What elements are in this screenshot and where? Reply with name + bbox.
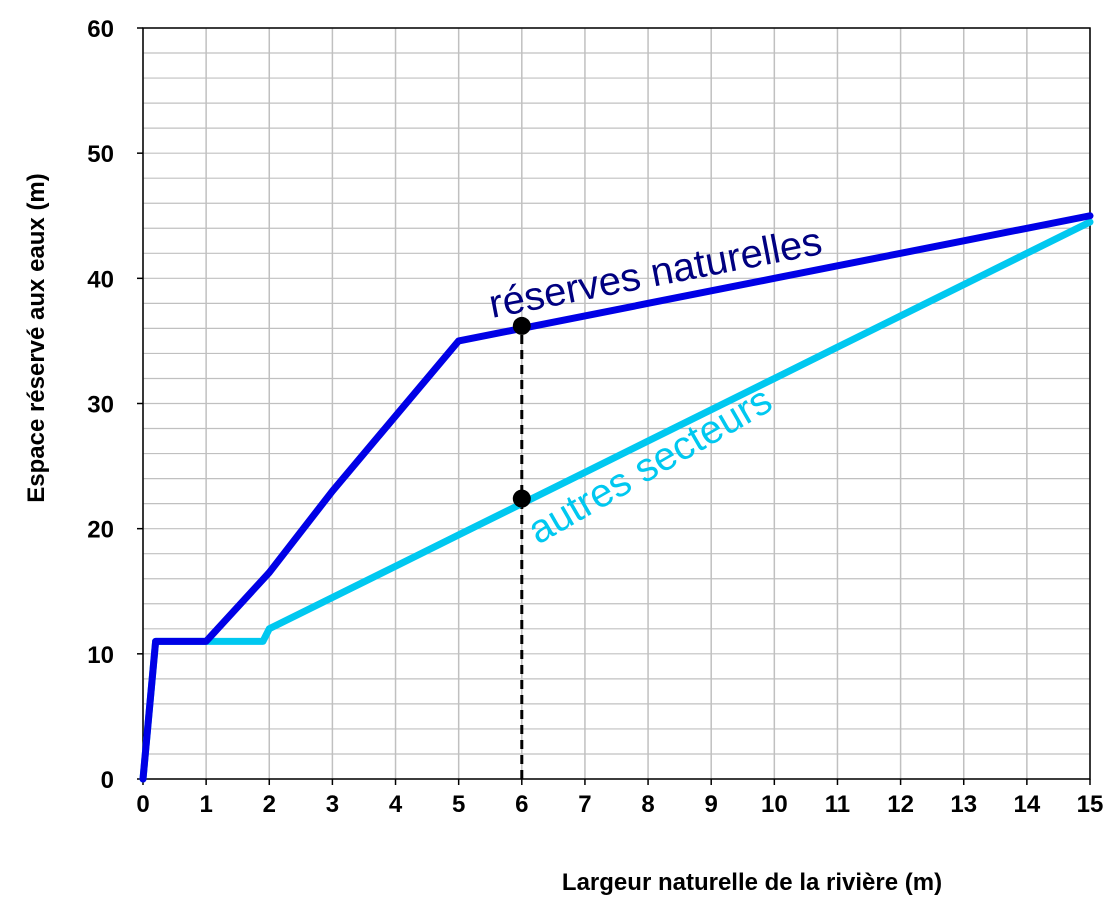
data-point-marker xyxy=(512,489,531,508)
series-line-autres-secteurs xyxy=(139,218,1094,783)
y-tick-label: 50 xyxy=(87,141,114,168)
y-tick-labels: 0 10 20 30 40 50 60 xyxy=(87,16,143,794)
y-tick-label: 40 xyxy=(87,266,114,293)
x-tick-label: 8 xyxy=(641,791,654,818)
x-axis-title: Largeur naturelle de la rivière (m) xyxy=(562,869,942,896)
x-tick-label: 1 xyxy=(199,791,212,818)
x-tick-label: 2 xyxy=(263,791,276,818)
x-tick-label: 15 xyxy=(1077,791,1104,818)
series-line-reserves-naturelles xyxy=(139,212,1094,783)
grid xyxy=(142,27,1091,780)
x-tick-label: 6 xyxy=(515,791,528,818)
x-tick-label: 11 xyxy=(825,791,850,818)
x-tick-labels: 0 1 2 3 4 5 6 7 8 9 10 11 12 13 14 15 xyxy=(136,779,1103,818)
x-tick-label: 4 xyxy=(389,791,403,818)
y-tick-label: 10 xyxy=(87,642,114,669)
x-tick-label: 0 xyxy=(136,791,149,818)
x-tick-label: 7 xyxy=(578,791,591,818)
x-tick-label: 13 xyxy=(950,791,977,818)
series-group xyxy=(139,212,1094,783)
data-point-marker xyxy=(512,316,531,335)
x-tick-label: 14 xyxy=(1014,791,1041,818)
x-tick-label: 5 xyxy=(452,791,465,818)
y-tick-label: 30 xyxy=(87,392,114,419)
x-tick-label: 3 xyxy=(326,791,339,818)
y-tick-label: 60 xyxy=(87,16,114,43)
x-tick-label: 9 xyxy=(705,791,718,818)
y-axis-title: Espace réservé aux eaux (m) xyxy=(23,173,50,503)
y-tick-label: 20 xyxy=(87,517,114,544)
x-tick-label: 12 xyxy=(887,791,914,818)
markers-group xyxy=(512,316,531,508)
y-tick-label: 0 xyxy=(101,767,114,794)
x-tick-label: 10 xyxy=(761,791,788,818)
series-label-autres: autres secteurs xyxy=(521,378,780,553)
